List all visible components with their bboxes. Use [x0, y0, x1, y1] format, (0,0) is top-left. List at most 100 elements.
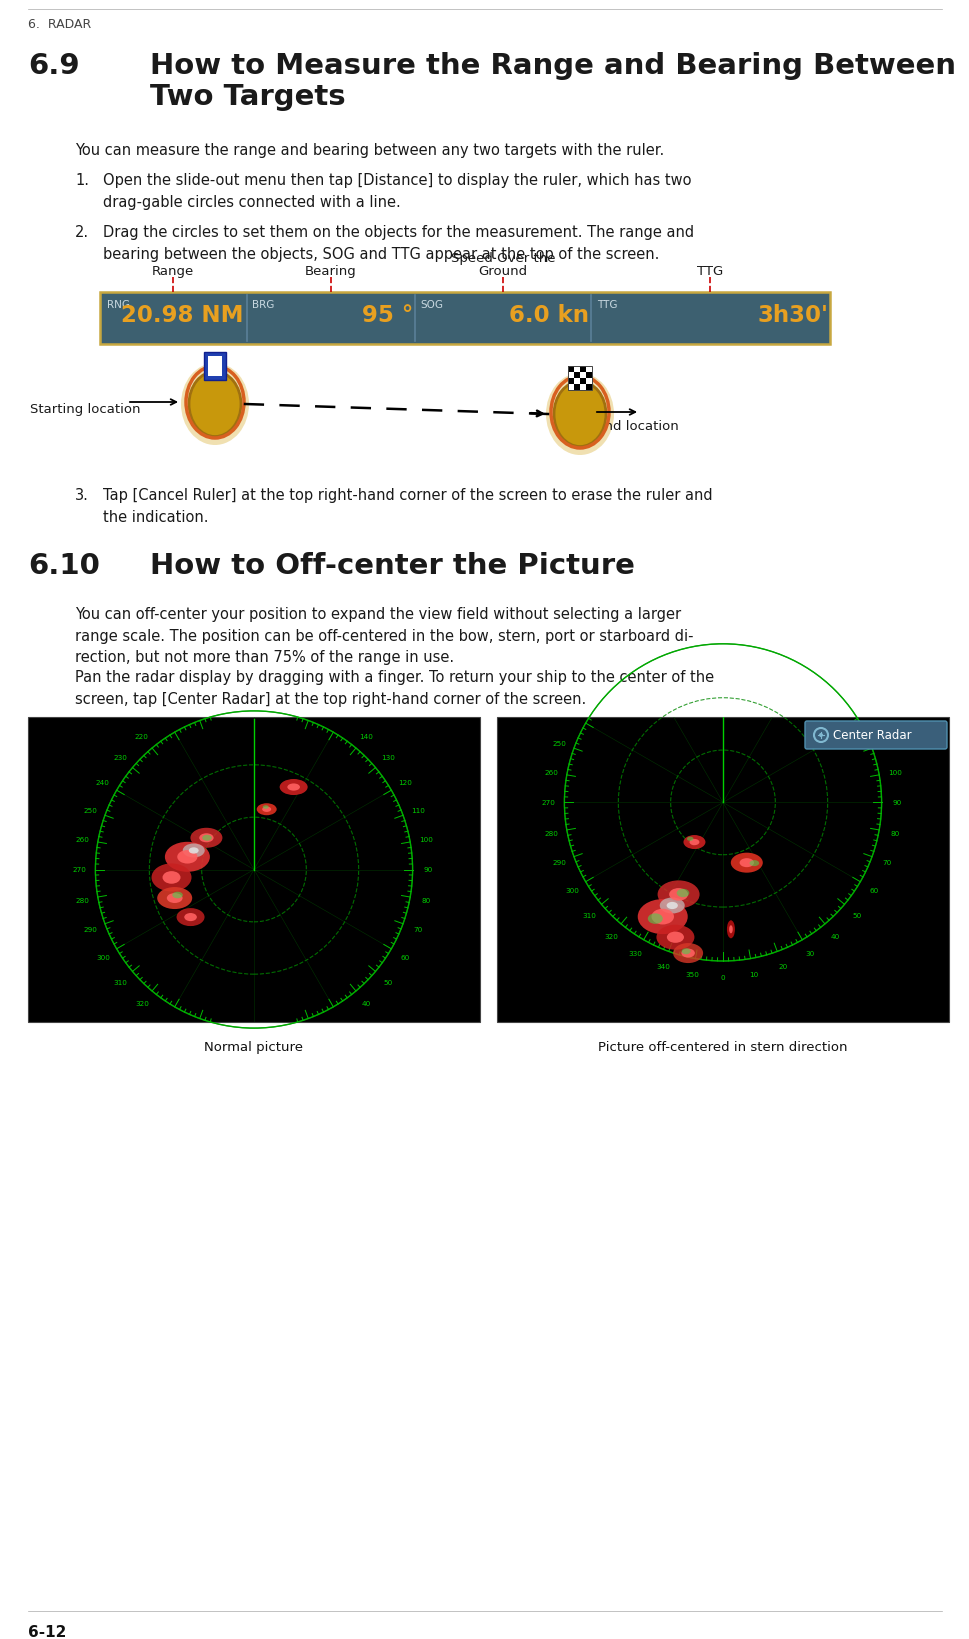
Text: 0: 0	[720, 974, 725, 980]
Text: 250: 250	[83, 808, 97, 813]
Ellipse shape	[199, 834, 213, 842]
Text: 2nd location: 2nd location	[595, 420, 678, 433]
Bar	[585, 385, 591, 390]
Text: 60: 60	[400, 954, 409, 960]
Text: 6.9: 6.9	[28, 52, 79, 80]
Bar	[574, 385, 579, 390]
Circle shape	[818, 734, 822, 738]
Bar	[28, 718, 480, 1023]
Ellipse shape	[151, 864, 191, 892]
Text: Normal picture: Normal picture	[204, 1041, 303, 1054]
Text: 100: 100	[419, 836, 432, 842]
Text: How to Measure the Range and Bearing Between
Two Targets: How to Measure the Range and Bearing Bet…	[150, 52, 955, 111]
Text: You can off-center your position to expand the view field without selecting a la: You can off-center your position to expa…	[75, 606, 693, 665]
Ellipse shape	[165, 842, 209, 872]
Text: TTG: TTG	[596, 300, 617, 310]
Ellipse shape	[546, 374, 613, 456]
Text: 90: 90	[891, 800, 901, 806]
Text: 20: 20	[777, 964, 787, 970]
Ellipse shape	[686, 838, 693, 841]
Text: RNG: RNG	[107, 300, 130, 310]
FancyBboxPatch shape	[203, 352, 226, 380]
Text: 300: 300	[96, 954, 109, 960]
Text: You can measure the range and bearing between any two targets with the ruler.: You can measure the range and bearing be…	[75, 143, 664, 157]
Ellipse shape	[729, 926, 732, 934]
Ellipse shape	[657, 880, 699, 910]
Bar	[568, 372, 574, 379]
Text: 320: 320	[135, 1000, 148, 1006]
Bar	[574, 372, 579, 379]
Ellipse shape	[647, 915, 662, 924]
Bar	[568, 367, 574, 372]
Text: Speed Over the: Speed Over the	[451, 252, 554, 266]
Ellipse shape	[287, 783, 299, 792]
Text: 6.10: 6.10	[28, 552, 100, 580]
Ellipse shape	[189, 847, 199, 854]
Text: 60: 60	[868, 887, 878, 893]
Ellipse shape	[176, 908, 204, 926]
Ellipse shape	[279, 780, 307, 795]
Text: Picture off-centered in stern direction: Picture off-centered in stern direction	[598, 1041, 847, 1054]
Text: 230: 230	[113, 756, 127, 760]
Ellipse shape	[177, 851, 198, 864]
Ellipse shape	[726, 921, 735, 939]
Ellipse shape	[683, 836, 704, 849]
Ellipse shape	[184, 913, 197, 921]
Text: 90: 90	[423, 867, 432, 874]
Text: 50: 50	[851, 911, 860, 918]
Text: 260: 260	[76, 836, 89, 842]
Ellipse shape	[189, 372, 240, 438]
Text: 6.  RADAR: 6. RADAR	[28, 18, 91, 31]
Text: 130: 130	[380, 756, 394, 760]
Bar	[585, 379, 591, 385]
Text: 2.: 2.	[75, 225, 89, 239]
Text: 6.0 kn: 6.0 kn	[509, 303, 588, 326]
Text: Ground: Ground	[478, 266, 527, 279]
Text: Open the slide-out menu then tap [Distance] to display the ruler, which has two
: Open the slide-out menu then tap [Distan…	[103, 172, 691, 210]
Text: TTG: TTG	[696, 266, 722, 279]
Bar	[568, 385, 574, 390]
Ellipse shape	[190, 828, 222, 849]
Text: 110: 110	[411, 808, 424, 813]
Ellipse shape	[263, 806, 268, 810]
Ellipse shape	[689, 839, 699, 846]
Ellipse shape	[257, 803, 276, 816]
Bar	[574, 379, 579, 385]
Text: 310: 310	[113, 978, 127, 985]
Text: 10: 10	[748, 972, 757, 977]
Text: 250: 250	[551, 741, 566, 746]
Text: Tap [Cancel Ruler] at the top right-hand corner of the screen to erase the ruler: Tap [Cancel Ruler] at the top right-hand…	[103, 488, 712, 524]
Ellipse shape	[553, 382, 606, 447]
Text: 220: 220	[135, 733, 148, 739]
Ellipse shape	[738, 859, 753, 867]
Text: 320: 320	[604, 934, 617, 939]
FancyBboxPatch shape	[207, 357, 222, 377]
Text: 290: 290	[551, 859, 566, 865]
Bar	[585, 367, 591, 372]
Bar	[568, 367, 591, 390]
Ellipse shape	[182, 844, 204, 857]
Text: 50: 50	[383, 978, 391, 985]
Ellipse shape	[659, 898, 684, 915]
Ellipse shape	[680, 949, 694, 957]
Bar	[585, 372, 591, 379]
Ellipse shape	[172, 892, 182, 898]
Text: 40: 40	[829, 934, 839, 939]
Text: 3h30': 3h30'	[757, 303, 828, 326]
Text: Pan the radar display by dragging with a finger. To return your ship to the cent: Pan the radar display by dragging with a…	[75, 670, 713, 706]
Text: 80: 80	[421, 897, 430, 903]
Ellipse shape	[202, 836, 211, 841]
Ellipse shape	[181, 364, 249, 446]
Ellipse shape	[651, 910, 673, 924]
Text: 6-12: 6-12	[28, 1624, 66, 1639]
Text: Bearing: Bearing	[305, 266, 357, 279]
Bar	[579, 379, 585, 385]
Bar	[579, 385, 585, 390]
Text: 120: 120	[397, 780, 412, 785]
Text: 300: 300	[564, 887, 578, 893]
Text: BRG: BRG	[252, 300, 274, 310]
Ellipse shape	[262, 806, 271, 813]
Text: 140: 140	[359, 733, 373, 739]
Bar	[574, 367, 579, 372]
Text: 100: 100	[887, 770, 901, 775]
